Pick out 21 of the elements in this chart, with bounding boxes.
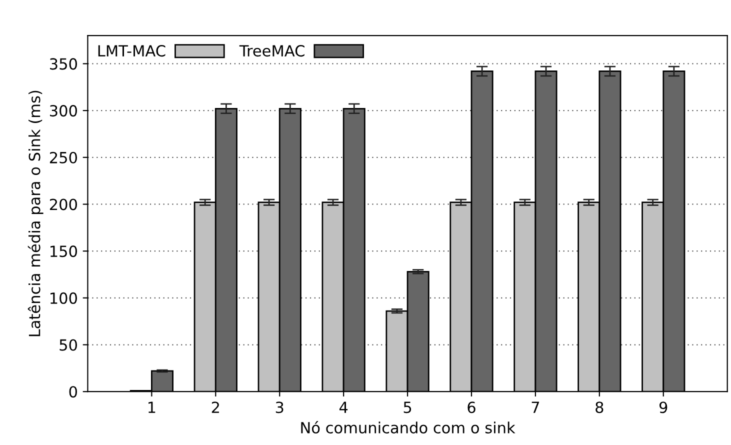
x-tick-label: 5 — [404, 402, 412, 414]
x-tick-label: 8 — [596, 402, 604, 414]
x-tick-label: 7 — [532, 402, 540, 413]
y-tick-label: 300 — [50, 105, 77, 117]
x-tick-label: 3 — [276, 402, 284, 414]
y-tick-label: 0 — [69, 386, 77, 398]
y-tick-label: 150 — [50, 246, 77, 258]
x-tick-label: 1 — [148, 402, 156, 413]
y-axis-title: Latência média para o Sink (ms) — [28, 90, 44, 336]
x-tick-label: 9 — [659, 402, 668, 414]
y-tick-label: 200 — [50, 198, 77, 210]
x-tick-label: 2 — [212, 402, 219, 413]
y-tick-label: 350 — [50, 58, 77, 70]
y-tick-label: 50 — [60, 339, 77, 351]
x-tick-label: 4 — [339, 402, 348, 413]
legend-label: TreeMAC — [239, 45, 304, 57]
x-axis-title: Nó comunicando com o sink — [301, 421, 516, 434]
legend-label: LMT-MAC — [98, 45, 166, 57]
y-tick-label: 250 — [50, 152, 77, 164]
y-tick-label: 100 — [50, 292, 77, 304]
x-tick-label: 6 — [468, 402, 476, 414]
